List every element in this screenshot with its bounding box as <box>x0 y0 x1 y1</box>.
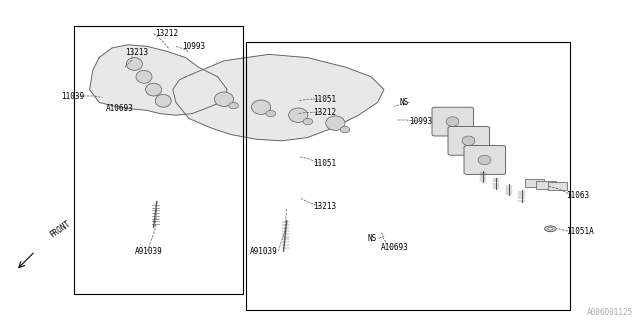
Text: A10693: A10693 <box>106 104 133 113</box>
Text: A91039: A91039 <box>250 247 277 256</box>
Bar <box>246 42 570 310</box>
Text: 13213: 13213 <box>314 202 337 211</box>
Text: 13212: 13212 <box>314 108 337 116</box>
Text: NS: NS <box>368 234 377 243</box>
Bar <box>536 181 556 189</box>
Ellipse shape <box>545 226 556 232</box>
Ellipse shape <box>289 108 308 123</box>
Text: 11039: 11039 <box>61 92 84 100</box>
Text: 11051: 11051 <box>314 159 337 168</box>
Text: 10993: 10993 <box>410 117 433 126</box>
Ellipse shape <box>340 126 350 133</box>
Polygon shape <box>173 54 384 141</box>
Ellipse shape <box>146 83 161 96</box>
Text: FRONT: FRONT <box>48 220 72 240</box>
Ellipse shape <box>326 116 345 131</box>
Text: A10693: A10693 <box>381 244 408 252</box>
Ellipse shape <box>548 228 553 230</box>
Ellipse shape <box>252 100 271 115</box>
Ellipse shape <box>462 136 475 146</box>
FancyBboxPatch shape <box>432 107 474 136</box>
FancyBboxPatch shape <box>464 146 506 174</box>
Ellipse shape <box>229 102 239 109</box>
Ellipse shape <box>127 58 143 70</box>
Text: 13213: 13213 <box>125 48 148 57</box>
Ellipse shape <box>478 155 491 165</box>
Text: A006001125: A006001125 <box>588 308 634 317</box>
Text: 13212: 13212 <box>156 29 179 38</box>
Text: 11051A: 11051A <box>566 228 594 236</box>
Polygon shape <box>90 45 227 115</box>
Bar <box>548 182 567 190</box>
FancyBboxPatch shape <box>448 126 490 155</box>
Text: 11063: 11063 <box>566 191 589 200</box>
Ellipse shape <box>266 110 275 117</box>
Ellipse shape <box>446 117 459 126</box>
Text: 11051: 11051 <box>314 95 337 104</box>
Text: A91039: A91039 <box>134 247 162 256</box>
Text: NS: NS <box>400 98 409 107</box>
Ellipse shape <box>155 94 172 107</box>
Ellipse shape <box>303 118 312 125</box>
Ellipse shape <box>136 70 152 83</box>
Text: 10993: 10993 <box>182 42 205 51</box>
Bar <box>525 179 544 187</box>
Bar <box>74 26 243 294</box>
Ellipse shape <box>214 92 234 106</box>
